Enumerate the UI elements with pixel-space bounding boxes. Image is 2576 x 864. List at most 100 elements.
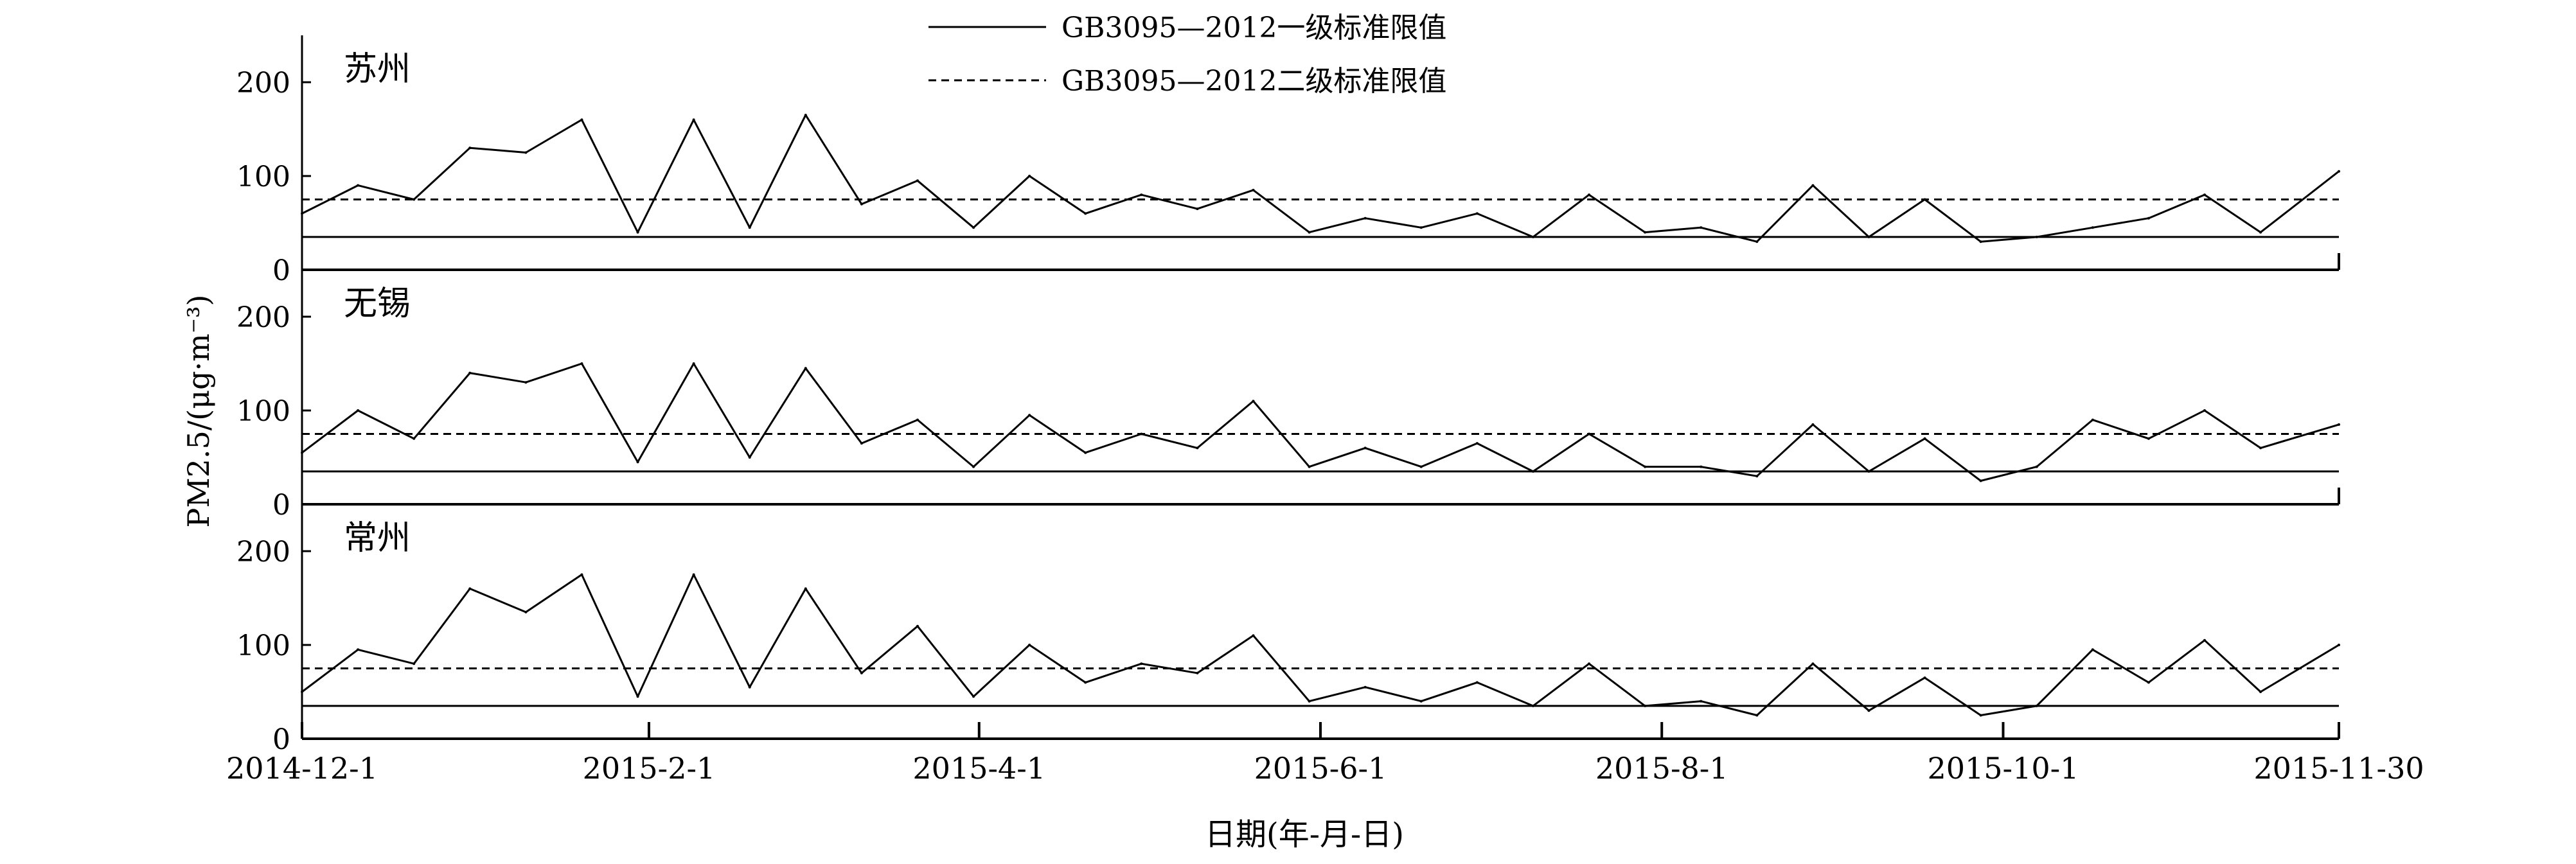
data-point xyxy=(580,573,583,576)
data-point xyxy=(1531,704,1534,707)
data-point xyxy=(1867,709,1870,712)
data-point xyxy=(1755,475,1759,478)
data-point xyxy=(1700,226,1703,229)
data-point xyxy=(1755,714,1759,717)
panel-title: 无锡 xyxy=(344,285,411,323)
data-point xyxy=(1028,414,1031,417)
x-tick-label: 2015-8-1 xyxy=(1595,751,1728,786)
data-point xyxy=(1867,235,1870,238)
data-point xyxy=(1196,671,1199,674)
data-point xyxy=(692,573,695,576)
data-point xyxy=(1867,470,1870,473)
data-point xyxy=(804,114,807,117)
y-tick-label: 0 xyxy=(272,489,290,522)
data-point xyxy=(2338,423,2340,426)
data-point xyxy=(636,231,639,234)
data-point xyxy=(860,671,863,674)
data-point xyxy=(804,367,807,370)
data-point xyxy=(1644,231,1647,234)
legend-label-grade1: GB3095—2012一级标准限值 xyxy=(1061,12,1446,44)
data-point xyxy=(1308,465,1311,468)
data-point xyxy=(1811,423,1815,426)
y-tick-label: 0 xyxy=(272,723,290,756)
data-point xyxy=(2259,446,2262,450)
data-point xyxy=(1644,704,1647,707)
data-point xyxy=(2203,639,2206,642)
data-point xyxy=(748,685,751,689)
data-point xyxy=(2147,437,2150,440)
data-point xyxy=(1308,700,1311,703)
data-point xyxy=(1811,662,1815,666)
data-point xyxy=(2338,170,2340,173)
data-point xyxy=(1475,212,1479,215)
data-point xyxy=(860,202,863,206)
data-point xyxy=(468,146,472,150)
x-tick-label: 2015-11-30 xyxy=(2253,751,2424,786)
data-point xyxy=(1755,240,1759,243)
data-point xyxy=(1252,400,1255,403)
data-point xyxy=(916,624,919,628)
data-point xyxy=(413,437,416,440)
data-point xyxy=(2091,418,2094,421)
data-point xyxy=(1923,437,1926,440)
data-point xyxy=(1419,465,1423,468)
data-point xyxy=(2091,648,2094,651)
data-point xyxy=(580,118,583,121)
data-point xyxy=(413,198,416,201)
data-point xyxy=(1811,184,1815,187)
y-tick-label: 100 xyxy=(236,395,290,428)
data-point xyxy=(1084,212,1087,215)
panel-1: 0 100 200 无锡 xyxy=(236,270,2340,522)
data-point xyxy=(1644,465,1647,468)
data-point xyxy=(2147,216,2150,220)
data-point xyxy=(1140,432,1143,436)
data-point xyxy=(301,451,303,454)
data-point xyxy=(1084,451,1087,454)
legend-label-grade2: GB3095—2012二级标准限值 xyxy=(1061,65,1446,98)
data-point xyxy=(916,179,919,182)
x-axis: 2014-12-1 2015-2-1 2015-4-1 2015-6-1 2015-8-… xyxy=(226,722,2424,786)
data-point xyxy=(1475,681,1479,684)
data-point xyxy=(2091,226,2094,229)
data-point xyxy=(1364,685,1367,689)
legend: GB3095—2012一级标准限值 GB3095—2012二级标准限值 xyxy=(928,12,1446,98)
data-point xyxy=(1196,446,1199,450)
data-point xyxy=(1140,193,1143,197)
data-point xyxy=(357,184,360,187)
x-tick-label: 2015-4-1 xyxy=(912,751,1045,786)
y-tick-label: 200 xyxy=(236,536,290,569)
data-point xyxy=(1028,175,1031,177)
data-point xyxy=(413,662,416,666)
data-point xyxy=(1308,231,1311,234)
data-point xyxy=(2035,465,2038,468)
data-point xyxy=(1979,240,1982,243)
panel-title: 常州 xyxy=(344,519,411,558)
x-tick-label: 2015-6-1 xyxy=(1254,751,1387,786)
y-tick-label: 100 xyxy=(236,161,290,193)
data-point xyxy=(692,362,695,365)
y-axis-label: PM2.5/(μg·m⁻³) xyxy=(181,295,216,528)
data-point xyxy=(524,381,528,384)
data-point xyxy=(1588,193,1591,197)
data-point xyxy=(748,226,751,229)
data-point xyxy=(301,691,303,693)
data-point xyxy=(972,226,975,229)
data-point xyxy=(357,648,360,651)
data-point xyxy=(972,695,975,698)
series-line-2 xyxy=(301,574,2340,716)
y-tick-label: 200 xyxy=(236,67,290,100)
data-point xyxy=(1923,676,1926,680)
data-point xyxy=(972,465,975,468)
data-point xyxy=(1588,662,1591,666)
data-point xyxy=(2338,644,2340,646)
data-point xyxy=(2147,681,2150,684)
data-point xyxy=(1364,216,1367,220)
data-point xyxy=(1700,465,1703,468)
data-point xyxy=(636,461,639,464)
data-point xyxy=(357,409,360,412)
data-point xyxy=(1084,681,1087,684)
data-point xyxy=(580,362,583,365)
data-point xyxy=(1364,446,1367,450)
data-point xyxy=(1588,432,1591,436)
data-point xyxy=(1923,198,1926,201)
